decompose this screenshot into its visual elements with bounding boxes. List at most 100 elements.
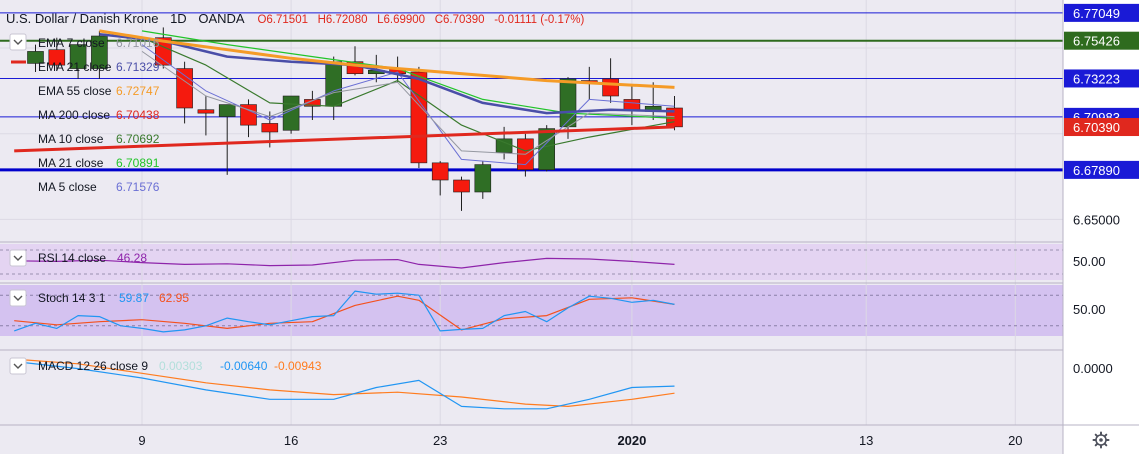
legend-value: 6.71329 — [116, 60, 160, 74]
time-tick: 16 — [284, 433, 298, 448]
price-tick: 6.65000 — [1073, 212, 1120, 227]
time-tick: 2020 — [617, 433, 646, 448]
change-value: -0.01111 (-0.17%) — [494, 14, 584, 26]
stoch-k-line — [13, 290, 675, 333]
legend-label: EMA 21 close — [38, 60, 112, 74]
price-label-badge — [1064, 3, 1139, 22]
close-value: C6.70390 — [435, 14, 485, 26]
chart-background — [0, 0, 1063, 454]
candle-bull — [474, 164, 492, 193]
candle-bull — [495, 138, 513, 153]
candle-bull — [559, 78, 577, 128]
candle-bear — [304, 99, 321, 107]
legend-value: 6.71016 — [116, 36, 160, 50]
candle-bear — [48, 49, 66, 66]
price-label-text: 6.77049 — [1073, 6, 1120, 21]
legend-label: MA 5 close — [38, 180, 97, 194]
ma5-line — [141, 44, 675, 166]
macd-label: MACD 12 26 close 9 — [38, 359, 148, 373]
stoch-k-value: 59.87 — [119, 291, 149, 305]
price-label-text: 6.75426 — [1073, 34, 1120, 49]
stoch-collapse-button[interactable] — [9, 289, 27, 307]
macd-pane — [14, 358, 675, 410]
legend-label: EMA 55 close — [38, 84, 112, 98]
price-label-text: 6.70390 — [1073, 120, 1120, 135]
collapse-legend-button[interactable] — [9, 33, 27, 51]
candle-bull — [91, 35, 108, 69]
time-tick: 13 — [859, 433, 873, 448]
sub-pane-axis[interactable]: 50.00 50.00 0.0000 — [1073, 254, 1113, 376]
rsi-value: 46.28 — [117, 251, 147, 265]
legend-value: 6.70692 — [116, 132, 160, 146]
macd-value: -0.00640 — [220, 359, 268, 373]
interval-label: 1D — [170, 11, 187, 26]
time-tick: 20 — [1008, 433, 1022, 448]
ema7-line — [141, 50, 675, 155]
low-value: L6.69900 — [377, 14, 425, 26]
price-label-badge — [1064, 160, 1139, 179]
price-label-badge — [1064, 118, 1139, 137]
candle-bear — [623, 99, 641, 111]
stoch-pane — [0, 290, 1063, 333]
price-axis[interactable]: 6.770496.754266.732236.709836.703906.678… — [1064, 3, 1139, 228]
macd-hist-value: 0.00303 — [159, 359, 203, 373]
stoch-d-line — [14, 295, 675, 331]
time-tick: 23 — [433, 433, 447, 448]
time-axis[interactable]: 9 16 23 2020 13 20 — [138, 433, 1022, 448]
stoch-axis-tick: 50.00 — [1073, 302, 1106, 317]
macd-collapse-button[interactable] — [9, 357, 27, 375]
macd-axis-tick: 0.0000 — [1073, 361, 1113, 376]
rsi-label: RSI 14 close — [38, 251, 106, 265]
legend-value: 6.70438 — [116, 108, 160, 122]
indicator-legend: EMA 7 close 6.71016 EMA 21 close 6.71329 EMA… — [9, 33, 160, 194]
candle-bear — [261, 123, 279, 133]
legend-label: MA 10 close — [38, 132, 104, 146]
ema21-line — [99, 33, 675, 115]
source-label: OANDA — [198, 11, 245, 26]
ma10-line — [141, 37, 675, 152]
gear-icon-teeth — [1092, 431, 1110, 449]
macd-signal-value: -0.00943 — [274, 359, 322, 373]
stoch-d-value: 62.95 — [159, 291, 189, 305]
candle-bear — [410, 71, 428, 164]
settings-button[interactable] — [1092, 431, 1110, 449]
chart-header: U.S. Dollar / Danish Krone 1D OANDA O6.7… — [6, 11, 585, 26]
macd-legend: MACD 12 26 close 9 0.00303 -0.00640 -0.0… — [9, 357, 322, 375]
candle-bear — [176, 68, 193, 109]
rsi-legend: RSI 14 close 46.28 — [9, 249, 147, 267]
stoch-band — [0, 285, 1063, 336]
legend-value: 6.72747 — [116, 84, 160, 98]
chevron-down-icon — [13, 39, 23, 45]
time-tick: 9 — [138, 433, 145, 448]
candle-bull — [325, 61, 343, 107]
candle-bear — [197, 109, 215, 114]
stoch-legend: Stoch 14 3 1 59.87 62.95 — [9, 289, 189, 307]
stoch-label: Stoch 14 3 1 — [38, 291, 106, 305]
legend-label: MA 200 close — [38, 108, 110, 122]
price-label-text: 6.73223 — [1073, 71, 1120, 86]
grid — [0, 0, 1063, 425]
rsi-axis-tick: 50.00 — [1073, 254, 1106, 269]
candle-bull — [218, 104, 236, 117]
candle-bull — [27, 51, 44, 64]
chevron-down-icon — [13, 255, 23, 261]
legend-value: 6.71576 — [116, 180, 160, 194]
macd-line — [14, 360, 675, 410]
rsi-collapse-button[interactable] — [9, 249, 27, 267]
legend-label: EMA 7 close — [38, 36, 105, 50]
legend-value: 6.70891 — [116, 156, 160, 170]
candle-bull — [69, 44, 87, 69]
price-label-text: 6.67890 — [1073, 163, 1120, 178]
moving-average-lines — [14, 29, 675, 166]
chevron-down-icon — [13, 295, 23, 301]
rsi-line — [14, 257, 675, 269]
rsi-pane — [0, 249, 1063, 275]
candle-bear — [453, 179, 470, 193]
chevron-down-icon — [13, 363, 23, 369]
candle-bear — [240, 104, 257, 126]
symbol-title: U.S. Dollar / Danish Krone — [6, 11, 158, 26]
open-value: O6.71501 — [257, 14, 308, 26]
ma200-line — [14, 125, 675, 153]
ema55-line — [99, 29, 675, 89]
